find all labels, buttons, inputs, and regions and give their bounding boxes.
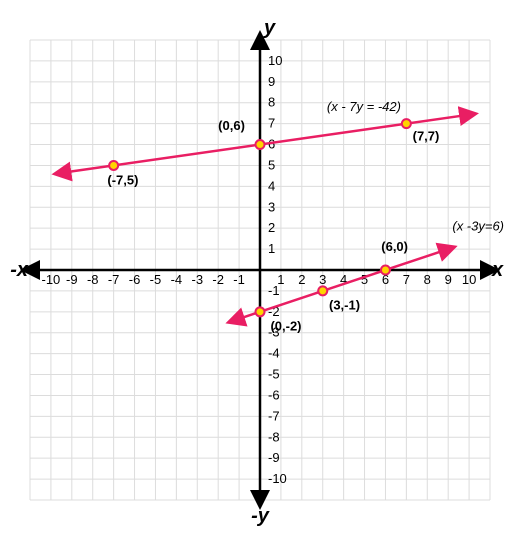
plot-point: [256, 140, 265, 149]
point-label: (0,6): [218, 118, 245, 133]
y-tick-label: -9: [268, 450, 280, 465]
y-tick-label: 1: [268, 241, 275, 256]
point-label: (3,-1): [329, 298, 360, 313]
chart-svg: -10-9-8-7-6-5-4-3-2-112345678910-10-9-8-…: [0, 0, 522, 547]
x-tick-label: -8: [87, 272, 99, 287]
y-tick-label: -5: [268, 367, 280, 382]
plot-point: [318, 286, 327, 295]
y-tick-label: -4: [268, 346, 280, 361]
y-tick-label: 2: [268, 220, 275, 235]
y-tick-label: -8: [268, 429, 280, 444]
y-tick-label: 5: [268, 157, 275, 172]
plot-point: [381, 266, 390, 275]
y-tick-label: -1: [268, 283, 280, 298]
x-tick-label: 5: [361, 272, 368, 287]
x-tick-label: 7: [403, 272, 410, 287]
equation-label: (x -3y=6): [452, 218, 504, 233]
point-label: (6,0): [381, 239, 408, 254]
x-tick-label: 8: [424, 272, 431, 287]
axis-label-neg-y: -y: [251, 505, 270, 527]
x-tick-label: -5: [150, 272, 162, 287]
x-tick-label: -1: [233, 272, 245, 287]
x-tick-label: 3: [319, 272, 326, 287]
x-tick-label: -10: [42, 272, 61, 287]
y-tick-label: 10: [268, 53, 282, 68]
axis-label-pos-y: y: [263, 17, 276, 39]
x-tick-label: -6: [129, 272, 141, 287]
y-tick-label: 4: [268, 178, 275, 193]
y-tick-label: 3: [268, 199, 275, 214]
x-tick-label: -7: [108, 272, 120, 287]
coordinate-plane-chart: -10-9-8-7-6-5-4-3-2-112345678910-10-9-8-…: [0, 0, 522, 547]
x-tick-label: 2: [298, 272, 305, 287]
y-tick-label: -6: [268, 387, 280, 402]
y-tick-label: 8: [268, 95, 275, 110]
x-tick-label: 10: [462, 272, 476, 287]
plot-point: [256, 307, 265, 316]
x-tick-label: -3: [191, 272, 203, 287]
y-tick-label: 9: [268, 74, 275, 89]
point-label: (-7,5): [107, 172, 138, 187]
x-tick-label: -2: [212, 272, 224, 287]
equation-label: (x - 7y = -42): [327, 99, 401, 114]
plot-point: [109, 161, 118, 170]
axis-label-pos-x: x: [491, 259, 504, 281]
y-tick-label: 7: [268, 116, 275, 131]
y-tick-label: -10: [268, 471, 287, 486]
point-label: (0,-2): [270, 319, 301, 334]
y-tick-label: -7: [268, 408, 280, 423]
axis-label-neg-x: -x: [10, 259, 29, 281]
plot-point: [402, 119, 411, 128]
point-label: (7,7): [413, 128, 440, 143]
x-tick-label: -4: [171, 272, 183, 287]
x-tick-label: -9: [66, 272, 78, 287]
x-tick-label: 9: [445, 272, 452, 287]
